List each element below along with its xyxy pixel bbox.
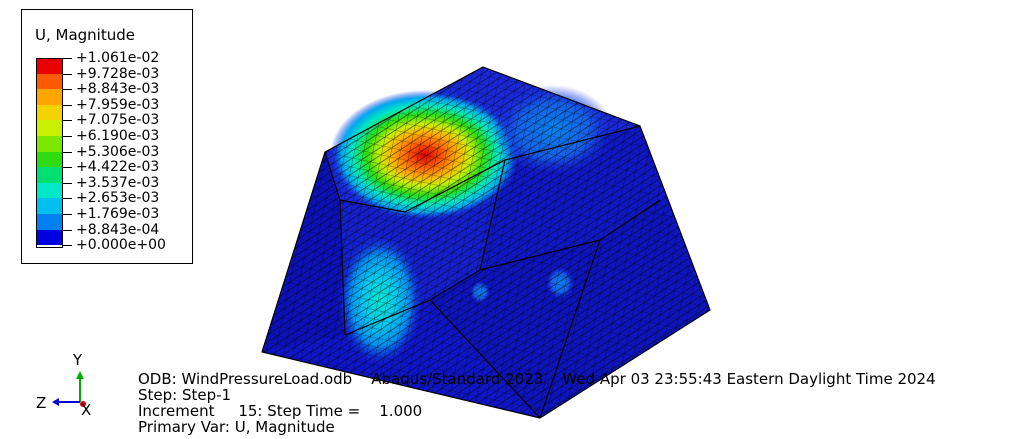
info-block: ODB: WindPressureLoad.odb Abaqus/Standar… (138, 371, 936, 435)
legend-tick (63, 120, 72, 122)
legend-tick (63, 104, 72, 106)
legend-value-label: +3.537e-03 (76, 174, 160, 191)
legend-value-label: +1.769e-03 (76, 206, 160, 222)
legend-tick (63, 167, 72, 169)
legend-swatch (36, 104, 63, 121)
legend-swatch (36, 73, 63, 90)
legend-tick (63, 198, 72, 200)
legend-tick (63, 73, 72, 75)
legend-value-label: +6.190e-03 (76, 128, 160, 144)
x-axis-label: X (81, 401, 92, 419)
legend-value-label: +8.843e-03 (76, 81, 160, 98)
legend-value-label: +5.306e-03 (76, 143, 160, 160)
legend-tick (63, 214, 72, 215)
color-legend: U, Magnitude +1.061e-02 +9.728e-03 +8.843e… (21, 9, 193, 264)
legend-swatch (36, 151, 63, 168)
step-line: Step: Step-1 (138, 386, 232, 404)
legend-value-label: +8.843e-04 (76, 221, 160, 238)
legend-swatch (36, 214, 63, 230)
legend-tick (63, 136, 72, 137)
legend-value-label: +2.653e-03 (76, 190, 160, 207)
legend-tick (63, 151, 72, 153)
legend-value-label: +7.959e-03 (76, 96, 160, 113)
legend-tick (63, 229, 72, 231)
primary-var-line: Primary Var: U, Magnitude (138, 418, 335, 436)
legend-value-label: +4.422e-03 (76, 159, 160, 176)
odb-line: ODB: WindPressureLoad.odb Abaqus/Standar… (138, 370, 936, 388)
legend-title: U, Magnitude (35, 26, 135, 44)
legend-value-label: +7.075e-03 (76, 112, 160, 129)
z-axis-label: Z (36, 394, 47, 412)
legend-swatch (36, 89, 63, 105)
legend-swatch (36, 229, 63, 246)
legend-swatch (36, 58, 63, 74)
legend-value-label: +0.000e+00 (76, 237, 166, 254)
y-arrow-head (76, 371, 84, 379)
deformed-mesh-model (261, 66, 711, 419)
x-axis-dot (80, 401, 86, 407)
coordinate-triad: Y Z X (30, 345, 110, 425)
legend-tick (63, 58, 72, 59)
y-axis-label: Y (73, 351, 83, 369)
legend-swatch (36, 136, 63, 152)
legend-value-label: +1.061e-02 (76, 50, 160, 66)
legend-swatch (36, 120, 63, 136)
increment-line: Increment 15: Step Time = 1.000 (138, 402, 423, 420)
legend-swatch (36, 198, 63, 214)
legend-value-label: +9.728e-03 (76, 65, 160, 82)
legend-tick (63, 245, 72, 247)
legend-tick (63, 89, 72, 91)
legend-swatch (36, 167, 63, 183)
legend-swatch (36, 182, 63, 199)
z-arrow-head (52, 398, 59, 406)
legend-tick (63, 182, 72, 184)
triad-axes (52, 371, 86, 407)
